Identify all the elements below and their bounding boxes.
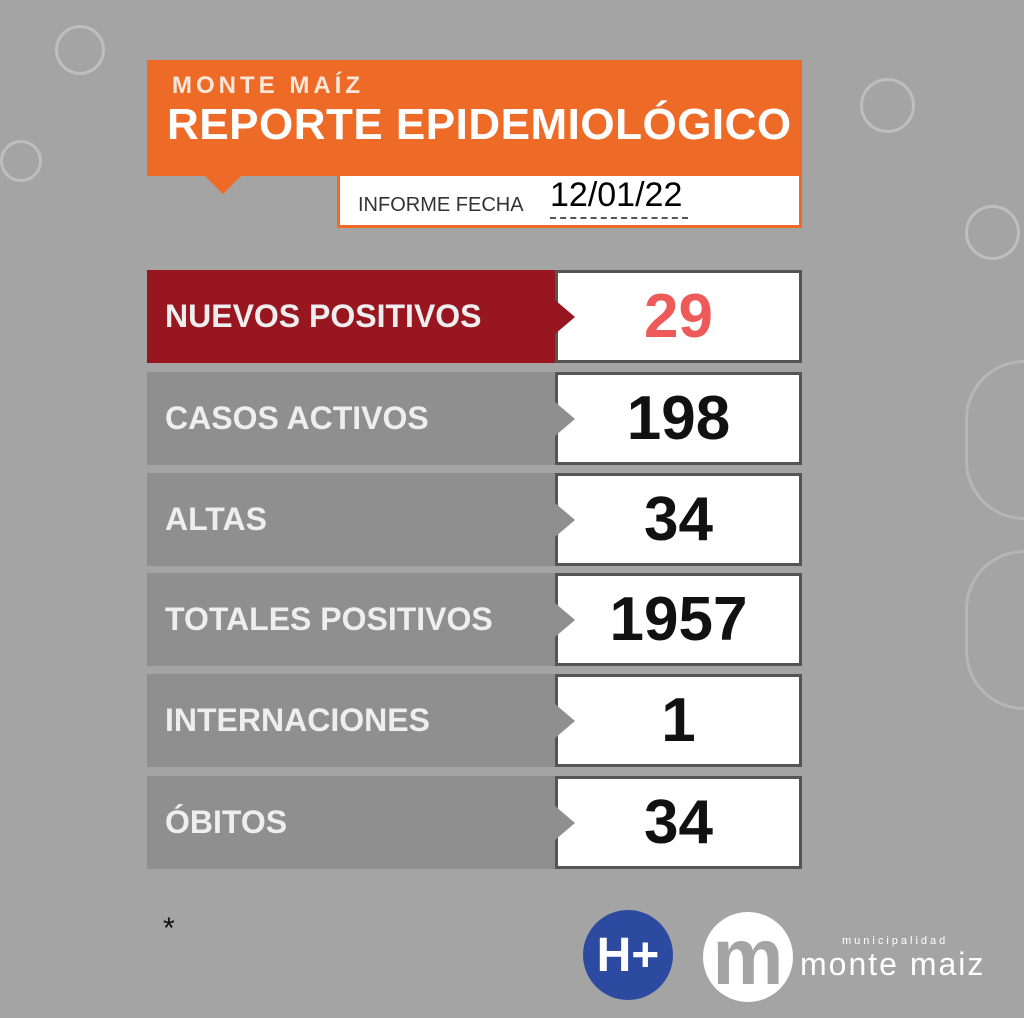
stat-row-nuevos-positivos: NUEVOS POSITIVOS 29 [147, 270, 802, 363]
health-logo: H+ [583, 910, 673, 1000]
arrow-notch [555, 300, 575, 334]
stat-row-internaciones: INTERNACIONES 1 [147, 674, 802, 767]
municipality-logo-mark: m [703, 912, 793, 1002]
arrow-notch [555, 704, 575, 738]
virus-icon [0, 140, 42, 182]
stat-value: 34 [555, 776, 802, 869]
stat-label: INTERNACIONES [147, 674, 555, 767]
report-date: 12/01/22 [550, 176, 689, 219]
stat-value: 1957 [555, 573, 802, 666]
stat-row-casos-activos: CASOS ACTIVOS 198 [147, 372, 802, 465]
stat-label: ALTAS [147, 473, 555, 566]
stat-row-obitos: ÓBITOS 34 [147, 776, 802, 869]
decorative-rings [965, 360, 1024, 520]
date-label: INFORME FECHA [358, 194, 524, 216]
stat-label: TOTALES POSITIVOS [147, 573, 555, 666]
stat-value: 198 [555, 372, 802, 465]
town-name: MONTE MAÍZ [172, 72, 364, 99]
report-header: MONTE MAÍZ REPORTE EPIDEMIOLÓGICO [147, 60, 802, 176]
stat-value: 34 [555, 473, 802, 566]
decorative-rings [965, 550, 1024, 710]
stat-row-altas: ALTAS 34 [147, 473, 802, 566]
municipality-label: municipalidad [842, 935, 949, 947]
arrow-notch [555, 806, 575, 840]
stat-label: ÓBITOS [147, 776, 555, 869]
stat-row-totales-positivos: TOTALES POSITIVOS 1957 [147, 573, 802, 666]
footnote: * [163, 912, 175, 945]
stat-label: CASOS ACTIVOS [147, 372, 555, 465]
stat-value: 1 [555, 674, 802, 767]
date-box: INFORME FECHA 12/01/22 [337, 176, 802, 228]
arrow-notch [555, 603, 575, 637]
arrow-notch [555, 503, 575, 537]
stat-label: NUEVOS POSITIVOS [147, 270, 555, 363]
municipality-name: monte maiz [800, 946, 986, 982]
report-title: REPORTE EPIDEMIOLÓGICO [167, 100, 792, 149]
virus-icon [965, 205, 1020, 260]
header-tail [205, 176, 241, 194]
arrow-notch [555, 402, 575, 436]
stat-value: 29 [555, 270, 802, 363]
virus-icon [55, 25, 105, 75]
virus-icon [860, 78, 915, 133]
